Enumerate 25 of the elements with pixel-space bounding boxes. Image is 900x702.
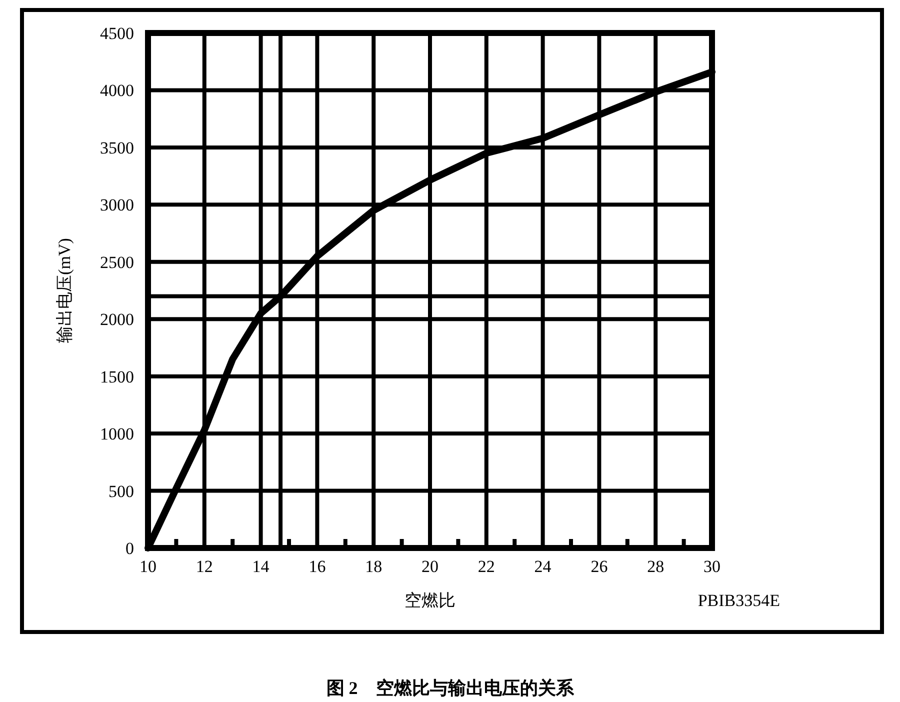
x-tick-label: 22 [478, 557, 495, 576]
x-tick-label: 28 [647, 557, 664, 576]
y-tick-label: 4500 [100, 24, 134, 43]
y-tick-label: 1500 [100, 367, 134, 386]
text: 图 2 空燃比与输出电压的关系 [326, 678, 575, 698]
x-tick-label: 20 [422, 557, 438, 576]
y-axis-title: 输出电压(mV) [55, 238, 74, 343]
x-tick-label: 26 [590, 557, 608, 576]
y-tick-label: 2500 [100, 252, 134, 272]
x-tick-label: 18 [365, 557, 382, 576]
y-tick-label: 0 [126, 539, 134, 558]
x-tick-label: 16 [308, 557, 326, 576]
text: PBIB3354E [698, 591, 780, 610]
x-tick-label: 14 [252, 557, 270, 576]
y-tick-label: 3000 [100, 196, 134, 215]
x-tick-label: 12 [196, 557, 213, 576]
y-tick-label: 4000 [100, 81, 134, 100]
y-tick-label: 2000 [100, 310, 134, 330]
x-axis-title: 空燃比 [404, 591, 456, 610]
y-tick-label: 3500 [100, 138, 134, 158]
y-tick-label: 500 [108, 482, 134, 501]
x-tick-label: 30 [704, 557, 720, 576]
x-tick-label: 24 [534, 557, 552, 576]
y-tick-label: 1000 [100, 424, 134, 444]
x-tick-label: 10 [140, 557, 156, 576]
